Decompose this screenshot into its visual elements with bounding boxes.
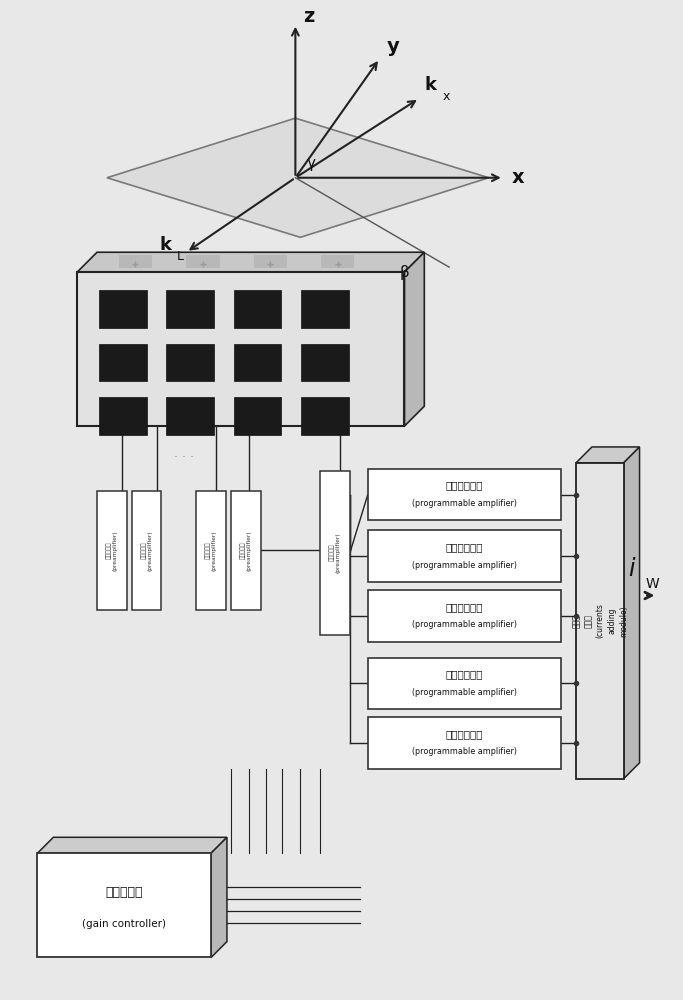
Bar: [99, 397, 147, 435]
Bar: [301, 397, 349, 435]
Bar: [576, 463, 624, 779]
Text: W: W: [645, 577, 659, 591]
Polygon shape: [107, 118, 489, 237]
Text: 前置放大器
(preamplifier): 前置放大器 (preamplifier): [205, 530, 217, 571]
Text: (programmable amplifier): (programmable amplifier): [412, 620, 517, 629]
Polygon shape: [624, 447, 639, 779]
Text: 可编程放大器: 可编程放大器: [446, 729, 484, 739]
Bar: [367, 590, 561, 642]
Bar: [367, 658, 561, 709]
Bar: [231, 491, 261, 610]
Bar: [99, 344, 147, 381]
Text: x: x: [512, 168, 525, 187]
Bar: [77, 272, 404, 426]
Text: 增益控制器: 增益控制器: [106, 886, 143, 899]
Text: 可编程放大器: 可编程放大器: [446, 669, 484, 679]
Text: (gain controller): (gain controller): [82, 919, 166, 929]
Text: (programmable amplifier): (programmable amplifier): [412, 688, 517, 697]
Text: $\mathbf{k}$: $\mathbf{k}$: [158, 236, 173, 254]
Bar: [253, 255, 287, 268]
Text: 可编程放大器: 可编程放大器: [446, 481, 484, 491]
Bar: [234, 397, 281, 435]
Text: · · ·: · · ·: [174, 451, 194, 464]
Text: (programmable amplifier): (programmable amplifier): [412, 499, 517, 508]
Bar: [167, 290, 214, 328]
Text: L: L: [176, 250, 183, 263]
Bar: [97, 491, 127, 610]
Bar: [301, 344, 349, 381]
Text: x: x: [442, 90, 449, 103]
Polygon shape: [404, 252, 424, 426]
Bar: [234, 290, 281, 328]
Polygon shape: [77, 252, 424, 272]
Text: (programmable amplifier): (programmable amplifier): [412, 747, 517, 756]
Bar: [167, 397, 214, 435]
Text: 前置放大器
(preamplifier): 前置放大器 (preamplifier): [106, 530, 117, 571]
Bar: [38, 853, 211, 957]
Text: y: y: [387, 37, 400, 56]
Text: β: β: [400, 265, 409, 280]
Text: 电流相
加模块
(currents
adding
module): 电流相 加模块 (currents adding module): [572, 603, 628, 638]
Polygon shape: [211, 837, 227, 957]
Bar: [367, 469, 561, 520]
Text: 前置放大器
(preamplifier): 前置放大器 (preamplifier): [240, 530, 251, 571]
Bar: [119, 255, 152, 268]
Bar: [167, 344, 214, 381]
Bar: [186, 255, 220, 268]
Bar: [367, 530, 561, 582]
Bar: [99, 290, 147, 328]
Bar: [132, 491, 161, 610]
Polygon shape: [38, 837, 227, 853]
Text: 可编程放大器: 可编程放大器: [446, 602, 484, 612]
Text: 前置放大器
(preamplifier): 前置放大器 (preamplifier): [141, 530, 152, 571]
Text: (programmable amplifier): (programmable amplifier): [412, 561, 517, 570]
Bar: [367, 717, 561, 769]
Bar: [234, 344, 281, 381]
Bar: [321, 255, 354, 268]
Text: 可编程放大器: 可编程放大器: [446, 542, 484, 552]
Text: $i$: $i$: [628, 557, 636, 581]
Bar: [301, 290, 349, 328]
Text: $\mathbf{k}$: $\mathbf{k}$: [424, 76, 438, 94]
Text: 前置放大器
(preamplifier): 前置放大器 (preamplifier): [329, 532, 341, 573]
Bar: [320, 471, 350, 635]
Text: z: z: [303, 7, 315, 26]
Polygon shape: [576, 447, 639, 463]
Text: γ: γ: [307, 156, 316, 171]
Bar: [196, 491, 226, 610]
